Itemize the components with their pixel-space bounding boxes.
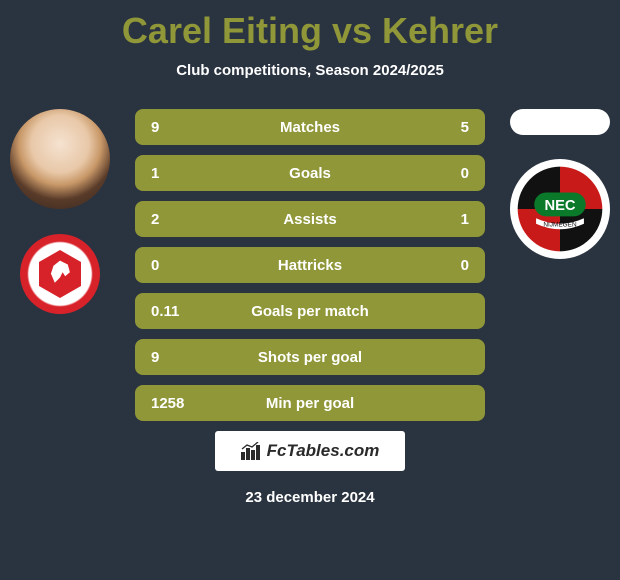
- stat-label: Assists: [201, 211, 419, 228]
- brand-badge[interactable]: FcTables.com: [215, 431, 406, 471]
- club-right-badge: NEC NIJMEGEN: [510, 159, 610, 259]
- date-text: 23 december 2024: [0, 489, 620, 506]
- stat-row: 9 Shots per goal: [135, 339, 485, 375]
- subtitle: Club competitions, Season 2024/2025: [0, 62, 620, 79]
- stat-left-value: 1: [151, 165, 201, 182]
- stat-left-value: 9: [151, 349, 201, 366]
- stat-label: Hattricks: [201, 257, 419, 274]
- stat-right-value: 1: [419, 211, 469, 228]
- player-left-avatar: [10, 109, 110, 209]
- stat-label: Min per goal: [201, 395, 419, 412]
- stat-row: 9 Matches 5: [135, 109, 485, 145]
- stat-row: 1 Goals 0: [135, 155, 485, 191]
- stat-label: Shots per goal: [201, 349, 419, 366]
- svg-text:NEC: NEC: [544, 198, 575, 214]
- stat-label: Matches: [201, 119, 419, 136]
- club-left-icon: [39, 250, 81, 298]
- page-title: Carel Eiting vs Kehrer: [0, 0, 620, 52]
- stat-left-value: 1258: [151, 395, 201, 412]
- stat-right-value: 0: [419, 257, 469, 274]
- stat-row: 2 Assists 1: [135, 201, 485, 237]
- stat-right-value: 0: [419, 165, 469, 182]
- club-left-badge: [20, 234, 100, 314]
- chart-icon: [241, 442, 261, 460]
- stat-left-value: 9: [151, 119, 201, 136]
- svg-text:NIJMEGEN: NIJMEGEN: [543, 221, 577, 228]
- comparison-panel: NEC NIJMEGEN 9 Matches 5 1 Goals 0 2 Ass…: [0, 109, 620, 421]
- footer: FcTables.com 23 december 2024: [0, 431, 620, 506]
- stat-left-value: 0: [151, 257, 201, 274]
- stat-label: Goals: [201, 165, 419, 182]
- stat-left-value: 0.11: [151, 303, 201, 320]
- stat-label: Goals per match: [201, 303, 419, 320]
- stat-left-value: 2: [151, 211, 201, 228]
- stat-right-value: 5: [419, 119, 469, 136]
- stats-list: 9 Matches 5 1 Goals 0 2 Assists 1 0 Hatt…: [135, 109, 485, 421]
- stat-row: 1258 Min per goal: [135, 385, 485, 421]
- stat-row: 0.11 Goals per match: [135, 293, 485, 329]
- player-right-avatar: [510, 109, 610, 135]
- brand-text: FcTables.com: [267, 441, 380, 461]
- stat-row: 0 Hattricks 0: [135, 247, 485, 283]
- club-right-icon: NEC NIJMEGEN: [514, 163, 606, 255]
